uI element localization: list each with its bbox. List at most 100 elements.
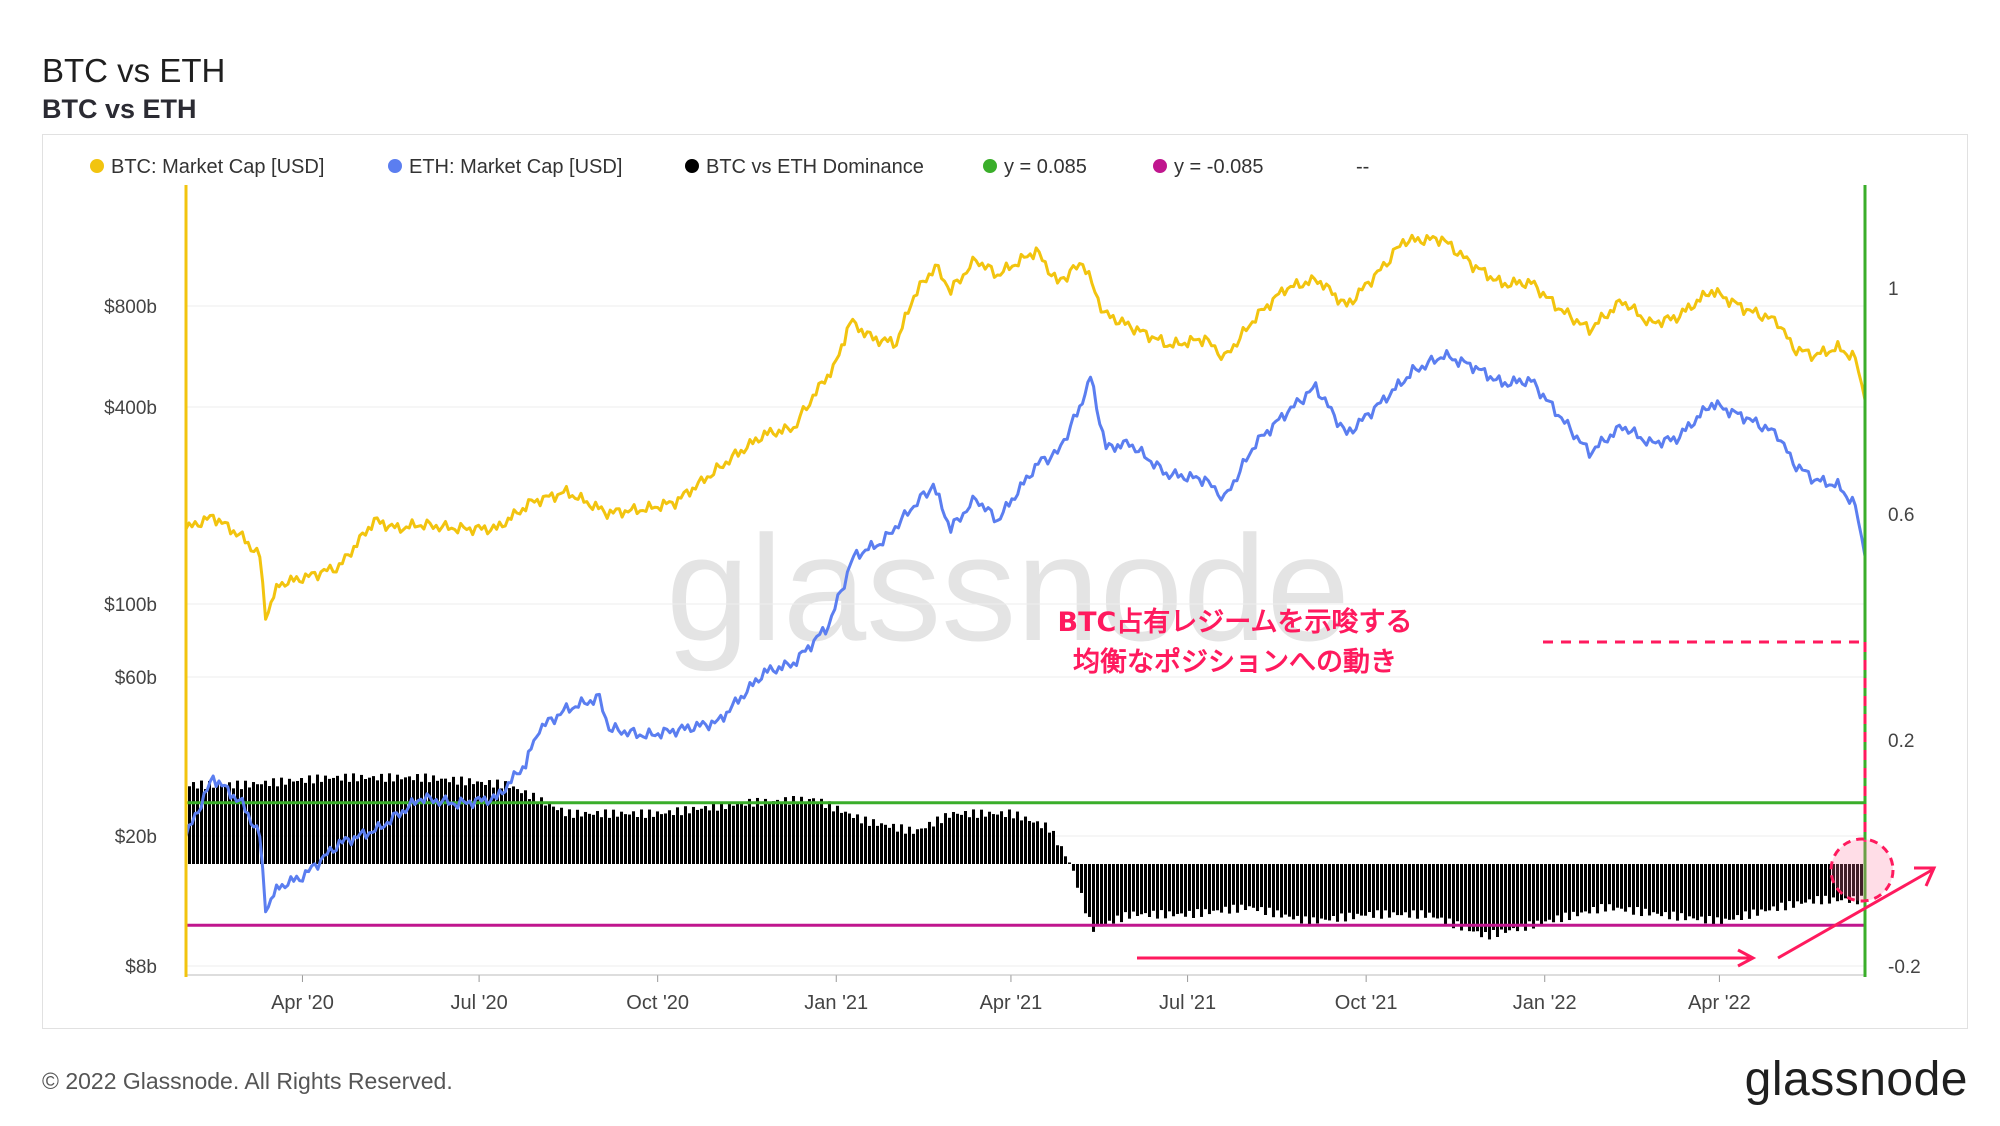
watermark-text: glassnode [666,504,1350,672]
dominance-bar [1200,864,1203,917]
dominance-bar [1196,864,1199,910]
dominance-bar [1000,811,1003,864]
dominance-bar [1852,864,1855,897]
dominance-bar [1004,817,1007,864]
dominance-bar [296,780,299,864]
dominance-bar [680,815,683,864]
annotation-line2: 均衡なポジションへの動き [1073,647,1397,678]
dominance-bar [1596,864,1599,914]
dominance-bar [212,787,215,864]
dominance-bar [388,773,391,864]
dominance-bar [1320,864,1323,919]
y-left-tick-label: $400b [104,398,157,419]
dominance-bar [1780,864,1783,903]
y-right-tick-label: 0.2 [1888,731,1914,752]
dominance-bar [1636,864,1639,908]
dominance-bar [1296,864,1299,916]
dominance-bar [940,823,943,864]
dominance-bar [1456,864,1459,922]
dominance-bar [1520,864,1523,924]
dominance-bar [1712,864,1715,926]
x-tick-label: Oct '20 [626,992,689,1014]
dominance-bar [1368,864,1371,913]
x-tick-label: Oct '21 [1335,992,1398,1014]
dominance-bar [352,773,355,864]
dominance-bar [1620,864,1623,909]
dominance-bar [620,811,623,864]
dominance-bar [1396,864,1399,916]
dominance-bar [696,809,699,864]
dominance-bar [400,779,403,864]
dominance-bar [208,780,211,864]
dominance-bar [1156,864,1159,919]
btc-market-cap-line [184,233,1867,621]
dominance-bar [924,828,927,864]
dominance-bar [1668,864,1671,920]
dominance-bar [900,824,903,864]
dominance-bar [1040,828,1043,864]
dominance-bar [1664,864,1667,913]
dominance-bar [1264,864,1267,915]
dominance-bar [748,798,751,864]
page-title: BTC vs ETH [42,52,226,89]
dominance-bar [580,816,583,864]
dominance-bar [1076,864,1079,888]
dominance-bar [1328,864,1331,921]
dominance-bar [476,781,479,864]
dominance-bar [1844,864,1847,899]
dominance-bar [1352,864,1355,920]
dominance-bar [500,788,503,864]
x-tick-label: Apr '20 [271,992,334,1014]
dominance-bar [1384,864,1387,911]
dominance-bar [496,779,499,864]
dominance-bar [912,833,915,864]
dominance-bar [768,803,771,864]
dominance-bar [432,775,435,864]
dominance-bar [220,785,223,864]
dominance-bar [1540,864,1543,925]
dominance-bar [1784,864,1787,911]
dominance-bar [1204,864,1207,910]
dominance-bar [312,783,315,864]
annotation-arrowhead-diagonal [1914,866,1937,887]
dominance-bar [600,817,603,864]
dominance-bar [1332,864,1335,916]
dominance-bar [628,814,631,864]
dominance-bar [776,799,779,864]
dominance-bar [1608,864,1611,905]
dominance-bar [796,804,799,864]
y-left-tick-label: $100b [104,595,157,616]
dominance-bar [916,829,919,864]
dominance-bar [968,817,971,864]
dominance-bar [420,781,423,864]
dominance-bar [1432,864,1435,918]
dominance-bar [456,784,459,864]
dominance-bar [1508,864,1511,931]
dominance-bar [1800,864,1803,904]
dominance-bar [1592,864,1595,907]
dominance-bar [344,773,347,864]
dominance-bar [1836,864,1839,902]
dominance-bar [708,810,711,864]
dominance-bar [1788,864,1791,902]
dominance-bar [1804,864,1807,903]
dominance-bar [864,816,867,864]
dominance-bar [1068,862,1071,864]
dominance-bar [904,833,907,864]
dominance-bar [292,781,295,864]
dominance-bar [1816,864,1819,897]
dominance-bar [1104,864,1107,924]
dominance-bar [660,814,663,864]
dominance-bar [1600,864,1603,905]
dominance-bar [572,817,575,864]
dominance-bar [1116,864,1119,916]
dominance-bar [1132,864,1135,912]
dominance-bar [652,816,655,864]
dominance-bar [1072,864,1075,871]
dominance-bar [196,788,199,864]
dominance-bar [756,797,759,864]
dominance-bar [1564,864,1567,913]
dominance-bar [1308,864,1311,926]
dominance-bar [228,782,231,864]
dominance-bar [1176,864,1179,914]
